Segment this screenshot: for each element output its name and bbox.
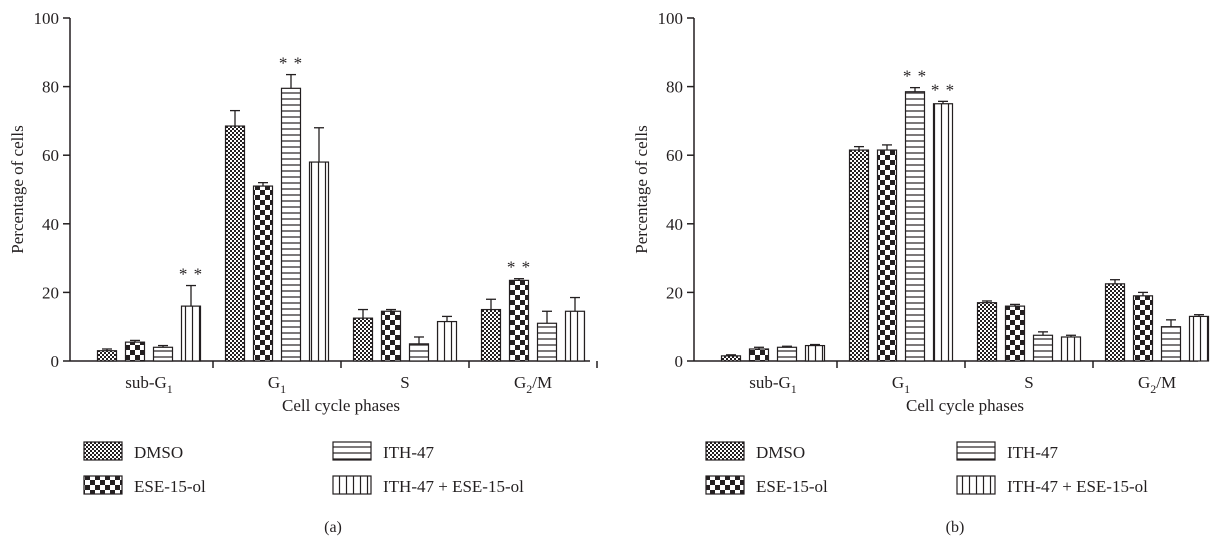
y-tick-label: 40 bbox=[666, 215, 683, 234]
bar-ese-15-ol-g1 bbox=[876, 149, 898, 362]
bar-ith-47-ese-15-ol-s bbox=[436, 320, 458, 362]
category-label-g1: G1 bbox=[892, 373, 910, 396]
bar-ese-15-ol-s bbox=[1004, 305, 1026, 362]
bar-ese-15-ol-g2-m bbox=[508, 279, 530, 362]
bar-ith-47-ese-15-ol-sub-g1 bbox=[804, 344, 826, 362]
bar-ith-47-sub-g1 bbox=[152, 346, 174, 362]
bar-ith-47-s bbox=[1032, 334, 1054, 362]
bar-dmso-sub-g1 bbox=[720, 355, 742, 362]
bar-ese-15-ol-g1 bbox=[252, 185, 274, 362]
bar-dmso-g2-m bbox=[1104, 283, 1126, 362]
bar-ith-47-ese-15-ol-g1 bbox=[932, 103, 954, 362]
legend-swatch-ith-47-ese-15-ol bbox=[956, 475, 996, 495]
legend-label-dmso: DMSO bbox=[134, 443, 183, 462]
legend-swatch-ith-47 bbox=[332, 441, 372, 461]
legend-swatch-ith-47-ese-15-ol bbox=[332, 475, 372, 495]
bar-dmso-s bbox=[976, 302, 998, 362]
significance-marker: * * bbox=[179, 265, 203, 284]
bar-ith-47-g2-m bbox=[536, 322, 558, 362]
significance-marker: * * bbox=[903, 67, 927, 86]
y-tick-label: 100 bbox=[34, 9, 60, 28]
bar-ith-47-ese-15-ol-g2-m bbox=[1188, 315, 1210, 362]
y-tick-label: 20 bbox=[666, 283, 683, 302]
bar-ese-15-ol-s bbox=[380, 310, 402, 362]
legend-swatch-ese-15-ol bbox=[705, 475, 745, 495]
significance-marker: * * bbox=[507, 258, 531, 277]
significance-marker: * * bbox=[931, 80, 955, 99]
category-label-sub-g1: sub-G1 bbox=[125, 373, 173, 396]
bar-ith-47-ese-15-ol-s bbox=[1060, 336, 1082, 362]
legend-label-ith-47-ese-15-ol: ITH-47 + ESE-15-ol bbox=[1007, 477, 1148, 496]
y-tick-label: 60 bbox=[42, 146, 59, 165]
legend-label-ith-47: ITH-47 bbox=[1007, 443, 1058, 462]
y-tick-label: 100 bbox=[658, 9, 684, 28]
bar-ese-15-ol-sub-g1 bbox=[748, 348, 770, 362]
bar-dmso-sub-g1 bbox=[96, 350, 118, 362]
category-label-g1: G1 bbox=[268, 373, 286, 396]
bar-ese-15-ol-sub-g1 bbox=[124, 341, 146, 362]
bar-ith-47-ese-15-ol-g1 bbox=[308, 161, 330, 362]
category-label-g2-m: G2/M bbox=[1138, 373, 1176, 396]
category-label-s: S bbox=[1024, 373, 1033, 392]
bar-ith-47-ese-15-ol-g2-m bbox=[564, 310, 586, 362]
bar-ith-47-g1 bbox=[280, 87, 302, 362]
panel-caption: (a) bbox=[324, 519, 342, 536]
chart-panel-a: 0 20 40 60 80 100 Percentage of cells sub-G1 G1 S… bbox=[8, 9, 598, 536]
bar-dmso-g2-m bbox=[480, 308, 502, 362]
legend-label-ith-47-ese-15-ol: ITH-47 + ESE-15-ol bbox=[383, 477, 524, 496]
bar-ese-15-ol-g2-m bbox=[1132, 295, 1154, 362]
y-tick-label: 80 bbox=[666, 78, 683, 97]
y-tick-label: 20 bbox=[42, 283, 59, 302]
legend-label-ese-15-ol: ESE-15-ol bbox=[134, 477, 206, 496]
bar-ith-47-sub-g1 bbox=[776, 346, 798, 362]
significance-marker: * * bbox=[279, 54, 303, 73]
legend-swatch-dmso bbox=[705, 441, 745, 461]
legend-label-dmso: DMSO bbox=[756, 443, 805, 462]
bar-ith-47-s bbox=[408, 343, 430, 362]
panel-caption: (b) bbox=[946, 519, 965, 536]
bar-ith-47-ese-15-ol-sub-g1 bbox=[180, 305, 202, 362]
legend-swatch-ith-47 bbox=[956, 441, 996, 461]
chart-panel-b: 0 20 40 60 80 100 Percentage of cells sub-G1 G1 S… bbox=[632, 9, 1210, 536]
bar-ith-47-g1 bbox=[904, 91, 926, 362]
y-axis-label: Percentage of cells bbox=[632, 125, 651, 253]
category-label-sub-g1: sub-G1 bbox=[749, 373, 797, 396]
legend-swatch-dmso bbox=[83, 441, 123, 461]
bar-dmso-s bbox=[352, 317, 374, 362]
y-tick-label: 60 bbox=[666, 146, 683, 165]
category-label-g2-m: G2/M bbox=[514, 373, 552, 396]
y-tick-label: 0 bbox=[675, 352, 684, 371]
x-axis-label: Cell cycle phases bbox=[906, 396, 1024, 415]
y-tick-label: 40 bbox=[42, 215, 59, 234]
bar-dmso-g1 bbox=[848, 149, 870, 362]
bar-dmso-g1 bbox=[224, 125, 246, 362]
y-tick-label: 80 bbox=[42, 78, 59, 97]
legend-label-ith-47: ITH-47 bbox=[383, 443, 434, 462]
bar-ith-47-g2-m bbox=[1160, 326, 1182, 362]
legend-label-ese-15-ol: ESE-15-ol bbox=[756, 477, 828, 496]
y-tick-label: 0 bbox=[51, 352, 60, 371]
x-axis-label: Cell cycle phases bbox=[282, 396, 400, 415]
legend-swatch-ese-15-ol bbox=[83, 475, 123, 495]
category-label-s: S bbox=[400, 373, 409, 392]
y-axis-label: Percentage of cells bbox=[8, 125, 27, 253]
